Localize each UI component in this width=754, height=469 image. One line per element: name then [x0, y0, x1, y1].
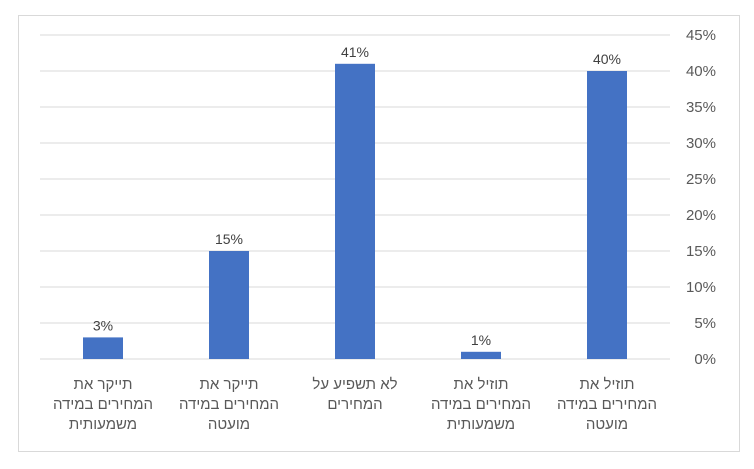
data-label: 3% [93, 317, 113, 333]
y-tick-label: 20% [686, 207, 716, 224]
bars [83, 63, 627, 360]
y-tick-label: 0% [694, 351, 716, 368]
category-label: לא תשפיע על המחירים [312, 376, 397, 413]
category-label-line: המחירים במידה [53, 396, 153, 413]
data-label: 15% [215, 231, 243, 247]
y-tick-label: 10% [686, 279, 716, 296]
data-label: 41% [341, 44, 369, 60]
category-label-line: תוזיל את [580, 376, 635, 393]
bar [209, 251, 249, 359]
category-label-line: המחירים [327, 396, 382, 413]
bar [83, 337, 123, 359]
y-tick-label: 25% [686, 171, 716, 188]
category-label-line: המחירים במידה [179, 396, 279, 413]
y-tick-label: 5% [694, 315, 716, 332]
bar [587, 71, 627, 359]
category-label-line: מועטה [208, 416, 250, 433]
category-label-line: לא תשפיע על [312, 376, 397, 393]
category-label-line: משמעותית [69, 416, 137, 433]
y-tick-label: 15% [686, 243, 716, 260]
data-label: 1% [471, 332, 491, 348]
y-axis-ticks: 0% 5% 10% 15% 20% 25% 30% 35% 40% 45% [686, 27, 716, 368]
category-label: תייקר את המחירים במידה משמעותית [53, 376, 153, 433]
y-tick-label: 35% [686, 99, 716, 116]
category-label-line: תוזיל את [454, 376, 509, 393]
category-label-line: המחירים במידה [557, 396, 657, 413]
y-tick-label: 40% [686, 63, 716, 80]
data-label: 40% [593, 51, 621, 67]
category-labels: תוזיל את המחירים במידה מועטה תוזיל את המחירי… [53, 376, 657, 433]
category-label-line: המחירים במידה [431, 396, 531, 413]
category-label-line: תייקר את [74, 376, 133, 393]
category-label-line: מועטה [586, 416, 628, 433]
data-labels: 40% 1% 41% 15% 3% [93, 44, 621, 348]
bar [335, 63, 375, 360]
category-label: תוזיל את המחירים במידה משמעותית [431, 376, 531, 433]
bar [461, 351, 501, 359]
y-tick-label: 30% [686, 135, 716, 152]
category-label-line: תייקר את [200, 376, 259, 393]
category-label-line: משמעותית [447, 416, 515, 433]
y-tick-label: 45% [686, 27, 716, 44]
category-label: תוזיל את המחירים במידה מועטה [557, 376, 657, 433]
category-label: תייקר את המחירים במידה מועטה [179, 376, 279, 433]
